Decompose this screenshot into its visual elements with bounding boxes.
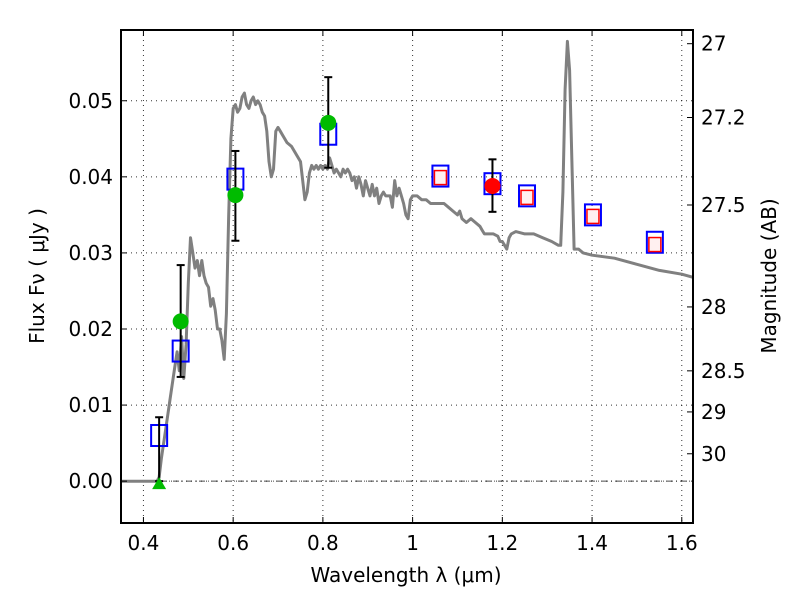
spectrum-line (121, 39, 693, 483)
y-tick-label: 0.01 (68, 393, 113, 417)
axes-frame (120, 29, 694, 524)
x-tick-label: 1.6 (666, 531, 698, 555)
model-photometry-marker (583, 203, 602, 227)
plot-area (121, 39, 693, 490)
y2-tick-label: 27.2 (701, 105, 746, 129)
predicted-nir-marker (586, 208, 600, 225)
y2-axis-label: Magnitude (AB) (757, 198, 781, 353)
x-tick-label: 1 (406, 531, 419, 555)
model-photometry-marker (645, 230, 664, 254)
observed-hst-optical-marker (172, 313, 189, 330)
y2-tick-label: 28.5 (701, 359, 746, 383)
ticks: 0.4 0.6 0.8 1 1.2 1.4 1.6 0.00 0.01 0.02 0.03 0.04 0… (68, 30, 746, 555)
y2-tick-label: 30 (701, 442, 726, 466)
predicted-nir-marker (433, 169, 448, 186)
y2-tick-label: 27 (701, 32, 726, 56)
predicted-nir-marker (648, 236, 662, 253)
series-group (121, 39, 693, 490)
model-photometry-marker (518, 184, 537, 208)
observed-nir-marker (484, 177, 501, 194)
y-tick-label: 0.00 (68, 469, 113, 493)
y-tick-label: 0.03 (68, 241, 113, 265)
x-tick-label: 1.2 (486, 531, 518, 555)
model-photometry-marker (431, 164, 450, 188)
x-tick-label: 0.4 (128, 531, 160, 555)
y-tick-label: 0.02 (68, 317, 113, 341)
y-tick-label: 0.05 (68, 89, 113, 113)
grid (121, 30, 693, 523)
x-axis-label: Wavelength λ (μm) (310, 563, 501, 587)
upper-limit-marker (152, 477, 167, 490)
y2-tick-label: 27.5 (701, 193, 746, 217)
observed-hst-optical-marker (227, 187, 244, 204)
x-tick-label: 0.8 (307, 531, 339, 555)
predicted-nir-marker (520, 189, 534, 206)
y-axis-label: Flux Fν ( μJy ) (25, 208, 49, 344)
y-tick-label: 0.04 (68, 165, 113, 189)
x-tick-label: 1.4 (576, 531, 608, 555)
y2-tick-label: 29 (701, 400, 726, 424)
y2-tick-label: 28 (701, 295, 726, 319)
x-tick-label: 0.6 (217, 531, 249, 555)
observed-hst-optical-marker (320, 114, 337, 131)
